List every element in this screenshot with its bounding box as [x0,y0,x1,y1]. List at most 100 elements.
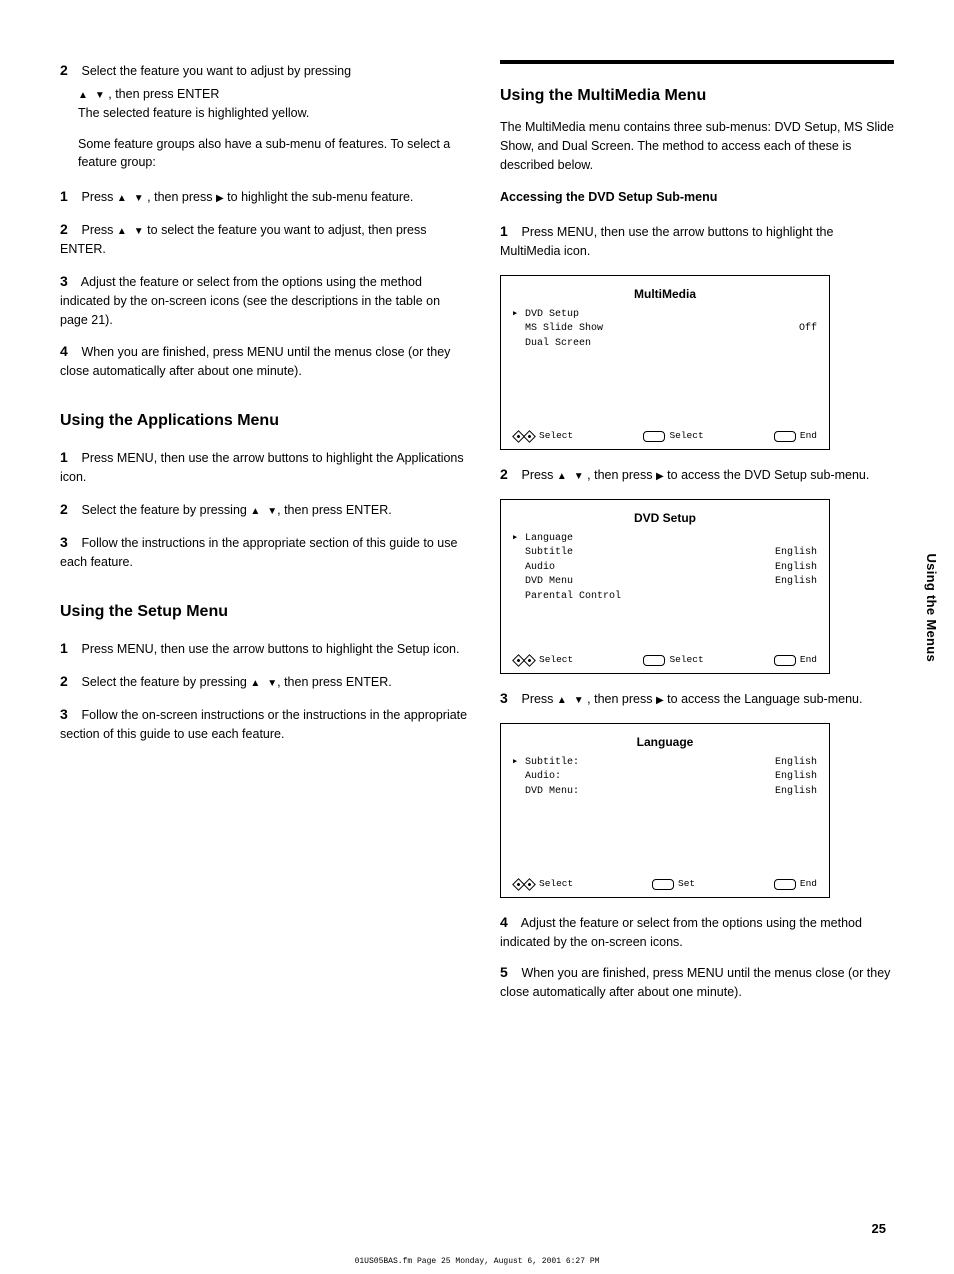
arrow-right-icon [656,468,664,482]
footer-label: End [800,654,817,667]
step-text: to select the feature you want to adjust… [60,223,427,256]
setup-step-1: 1 Press MENU, then use the arrow buttons… [60,638,470,659]
screen-body: ▶LanguageSubtitleEnglishAudioEnglishDVD … [513,532,817,650]
screen-row: DVD Menu:English [513,785,817,799]
row-marker-icon: ▶ [513,534,525,543]
step-number: 3 [60,704,78,725]
side-tab-label: Using the Menus [925,554,940,663]
screen-row: SubtitleEnglish [513,546,817,560]
two-column-layout: 2 Select the feature you want to adjust … [60,60,894,1011]
left-column: 2 Select the feature you want to adjust … [60,60,470,1011]
button-pill-icon [774,879,796,890]
button-pill-icon [643,431,665,442]
screen-multimedia: MultiMedia ▶DVD SetupMS Slide ShowOffDua… [500,275,830,450]
row-value: English [767,561,817,575]
footer-label: End [800,430,817,443]
step-text: Select the feature by pressing [81,503,246,517]
row-label: DVD Menu [525,575,767,589]
footer-label: Select [539,654,573,667]
arrow-up-icon [250,675,260,689]
step-text: Press [81,223,113,237]
substep-1: 1 Press , then press to highlight the su… [60,186,470,207]
screen-row: Audio:English [513,770,817,784]
screen-footer: Select Select End [513,426,817,443]
screen-row: ▶DVD Setup [513,308,817,322]
dvd-step-5: 5 When you are finished, press MENU unti… [500,962,894,1002]
step-number: 4 [500,912,518,933]
step-text: , then press [587,468,652,482]
row-label: Dual Screen [525,337,767,351]
step-text: , then press ENTER [108,87,219,101]
step-text: to highlight the sub-menu feature. [227,190,413,204]
step-text: Press [521,468,553,482]
arrow-right-icon [216,190,224,204]
step-text: , then press [147,190,212,204]
arrow-down-icon [134,223,144,237]
arrow-up-icon [557,692,567,706]
feature-group-note: Some feature groups also have a sub-menu… [78,135,470,173]
dvd-step-3: 3 Press , then press to access the Langu… [500,688,894,709]
dvd-setup-heading: Accessing the DVD Setup Sub-menu [500,188,894,207]
arrow-down-icon [574,468,584,482]
dvd-step-4: 4 Adjust the feature or select from the … [500,912,894,952]
screen-body: ▶Subtitle:EnglishAudio:EnglishDVD Menu:E… [513,756,817,874]
arrow-up-icon [117,190,127,204]
arrow-down-icon [95,87,105,101]
step-number: 2 [500,464,518,485]
right-column: Using the MultiMedia Menu The MultiMedia… [500,60,894,1011]
step-3: 3 Adjust the feature or select from the … [60,271,470,330]
dvd-step-2: 2 Press , then press to access the DVD S… [500,464,894,485]
step-number: 5 [500,962,518,983]
multimedia-menu-heading: Using the MultiMedia Menu [500,84,894,108]
row-label: Subtitle: [525,756,767,770]
footer-label: Select [669,430,703,443]
substep-2: 2 Press to select the feature you want t… [60,219,470,259]
screen-row: AudioEnglish [513,561,817,575]
screen-title: MultiMedia [513,286,817,302]
page: 2 Select the feature you want to adjust … [0,0,954,1274]
step-number: 1 [60,447,78,468]
row-value: English [767,785,817,799]
button-pill-icon [652,879,674,890]
step-2: 2 Select the feature you want to adjust … [60,60,470,123]
step-text: then press ENTER. [284,675,392,689]
step-number: 2 [60,499,78,520]
arrow-up-icon [557,468,567,482]
arrow-up-icon [250,503,260,517]
screen-row: ▶Subtitle:English [513,756,817,770]
step-number: 3 [500,688,518,709]
arrow-up-icon [117,223,127,237]
row-label: Language [525,532,767,546]
row-value: English [767,575,817,589]
screen-dvd-setup: DVD Setup ▶LanguageSubtitleEnglishAudioE… [500,499,830,674]
step-text: Press MENU, then use the arrow buttons t… [60,451,464,484]
screen-row: Dual Screen [513,337,817,351]
button-pill-icon [774,655,796,666]
nav-diamond-icon [513,656,535,665]
step-text: Adjust the feature or select from the op… [60,275,440,327]
screen-title: DVD Setup [513,510,817,526]
arrow-down-icon [267,675,277,689]
step-number: 1 [500,221,518,242]
row-label: MS Slide Show [525,322,767,336]
step-text: When you are finished, press MENU until … [60,345,450,378]
applications-menu-heading: Using the Applications Menu [60,409,470,433]
arrow-down-icon [574,692,584,706]
step-number: 2 [60,60,78,81]
row-value: English [767,546,817,560]
setup-menu-heading: Using the Setup Menu [60,600,470,624]
step-number: 2 [60,219,78,240]
nav-diamond-icon [513,432,535,441]
screen-row: ▶Language [513,532,817,546]
step-number: 3 [60,271,78,292]
step-text: Select the feature by pressing [81,675,246,689]
step-text: Follow the on-screen instructions or the… [60,708,467,741]
screen-row: DVD MenuEnglish [513,575,817,589]
app-step-1: 1 Press MENU, then use the arrow buttons… [60,447,470,487]
row-marker-icon: ▶ [513,310,525,319]
row-label: Parental Control [525,590,767,604]
footer-label: End [800,878,817,891]
footer-label: Select [539,878,573,891]
page-number: 25 [872,1221,886,1236]
step-number: 4 [60,341,78,362]
